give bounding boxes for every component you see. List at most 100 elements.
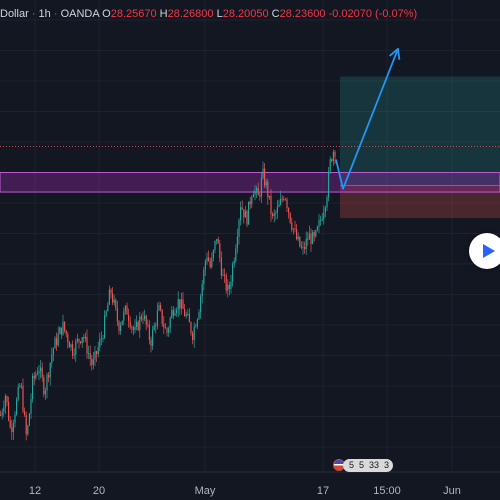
candle <box>328 167 330 202</box>
candle <box>36 367 38 376</box>
candle <box>8 396 10 422</box>
candle <box>256 185 258 198</box>
position-stop-box[interactable] <box>340 185 500 219</box>
candle <box>235 244 237 263</box>
candle <box>305 231 307 255</box>
candle <box>72 340 74 360</box>
candle <box>128 308 130 328</box>
candle <box>160 302 162 312</box>
candle <box>193 322 195 348</box>
time-axis-tick-label: 17 <box>317 485 329 497</box>
candle <box>270 189 272 222</box>
candle <box>196 318 198 330</box>
candle <box>142 311 144 324</box>
candle <box>300 241 302 250</box>
candle <box>243 209 245 224</box>
candle <box>51 347 53 368</box>
candle <box>155 322 157 334</box>
symbol-legend: Dollar · 1h · OANDA O28.25670 H28.26800 … <box>0 8 417 20</box>
candle <box>265 178 267 189</box>
projection-arrow[interactable] <box>335 47 401 190</box>
replay-play-button[interactable] <box>469 233 500 269</box>
candle <box>56 332 58 351</box>
candle <box>275 210 277 221</box>
candle <box>257 182 259 196</box>
candle <box>28 412 30 427</box>
candle <box>20 382 22 389</box>
legend-separator: · <box>53 8 61 20</box>
time-axis[interactable]: 12 20 May 17 15:00 Jun <box>0 471 500 500</box>
candle <box>40 359 42 379</box>
candle <box>230 275 232 294</box>
candle <box>323 205 325 225</box>
candle <box>110 288 112 299</box>
candle <box>292 228 294 235</box>
candle <box>120 321 122 335</box>
resistance-zone[interactable] <box>0 172 500 193</box>
time-axis-tick-label: 12 <box>29 485 41 497</box>
candle <box>283 196 285 202</box>
candle <box>296 223 298 241</box>
candle <box>273 209 275 223</box>
candle <box>179 299 181 316</box>
time-axis-tick-label: May <box>195 485 216 497</box>
candle <box>236 228 238 254</box>
position-target-box[interactable] <box>340 76 500 186</box>
candle <box>246 209 248 228</box>
candle <box>65 329 67 338</box>
candle <box>134 319 136 334</box>
candle <box>276 200 278 219</box>
candle <box>288 207 290 219</box>
candle <box>185 311 187 319</box>
candle <box>92 351 94 370</box>
event-count: 5 <box>349 459 355 470</box>
candle <box>113 294 115 306</box>
candle <box>60 327 62 339</box>
candle <box>190 321 192 336</box>
candle <box>232 261 234 287</box>
candle <box>136 315 138 331</box>
candle <box>91 354 93 371</box>
event-counts[interactable]: 5 5 33 3 <box>343 458 394 472</box>
candle <box>321 213 323 222</box>
candle <box>76 333 78 344</box>
candle <box>174 308 176 317</box>
candle <box>329 156 331 174</box>
open-label: O <box>102 8 111 20</box>
candle <box>240 201 242 226</box>
candle <box>187 309 189 316</box>
interval-label[interactable]: 1h <box>38 8 51 20</box>
candle <box>126 302 128 315</box>
candle <box>280 190 282 206</box>
low-value: 28.20050 <box>222 8 269 20</box>
economic-events-marker[interactable]: 5 5 33 3 <box>333 457 394 473</box>
candle <box>102 335 104 343</box>
candle <box>248 201 250 225</box>
high-value: 28.26800 <box>167 8 214 20</box>
candle <box>284 198 286 201</box>
symbol-name[interactable]: Dollar <box>0 8 29 20</box>
candle <box>334 150 336 165</box>
candle <box>220 251 222 280</box>
close-value: 28.23600 <box>279 8 326 20</box>
candle <box>75 338 77 363</box>
candle <box>148 320 150 345</box>
projection-path[interactable] <box>335 48 399 190</box>
candle <box>11 419 13 440</box>
candle <box>200 293 202 319</box>
candle <box>1 408 3 420</box>
candle <box>310 228 312 252</box>
candle <box>291 217 293 233</box>
candle <box>188 308 190 323</box>
candle <box>137 320 139 332</box>
candle-series <box>0 149 336 441</box>
candle <box>169 316 171 334</box>
candle <box>320 215 322 226</box>
candle <box>260 172 262 203</box>
candle <box>4 393 6 415</box>
candle <box>219 239 221 263</box>
candle <box>204 259 206 277</box>
candle <box>147 319 149 328</box>
